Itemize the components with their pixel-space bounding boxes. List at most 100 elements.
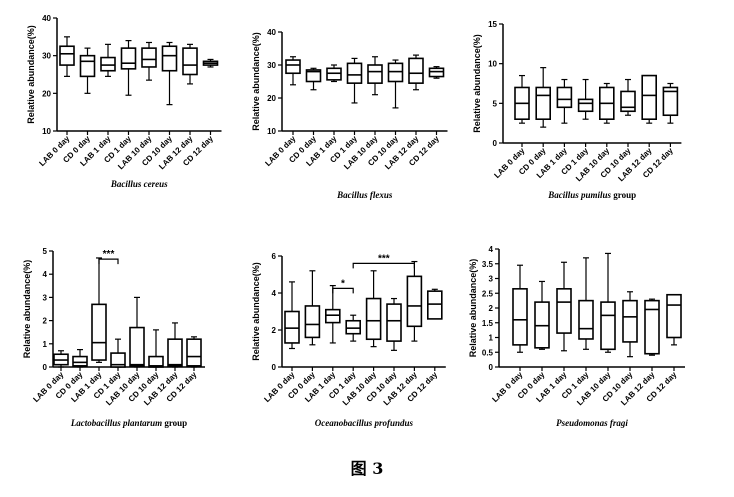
chart-title-suffix: group: [162, 418, 187, 428]
box-iqr: [72, 355, 88, 367]
box-6: [386, 297, 402, 351]
box-iqr: [666, 293, 682, 339]
box-7: [408, 54, 424, 91]
y-axis-label: Relative abundance(%): [251, 262, 261, 361]
significance-label: ***: [378, 253, 390, 264]
box-iqr: [324, 308, 341, 324]
chart-title-species: Bacillus cereus: [110, 179, 168, 189]
box-6: [387, 59, 404, 109]
box-iqr: [345, 319, 362, 335]
y-tick-label: 30: [42, 52, 51, 61]
box-iqr: [167, 338, 183, 367]
y-tick-label: 1.5: [482, 319, 494, 328]
box-1: [59, 36, 75, 77]
y-tick-label: 2.5: [482, 289, 494, 298]
box-2: [72, 349, 88, 368]
y-tick-label: 0: [493, 139, 498, 148]
box-7: [641, 74, 658, 124]
box-7: [167, 322, 183, 368]
y-tick-label: 5: [43, 247, 48, 256]
significance-bracket: [352, 262, 415, 269]
box-iqr: [367, 64, 383, 84]
y-tick-label: 30: [267, 61, 276, 70]
box-8: [662, 82, 679, 124]
y-tick-label: 1: [43, 340, 48, 349]
box-iqr: [406, 275, 423, 328]
significance-label: *: [341, 278, 345, 289]
box-5: [600, 252, 616, 353]
chart-title-species: Oceanobacillus profundus: [315, 418, 414, 428]
box-8: [186, 336, 202, 368]
y-axis-label: Relative abundance(%): [468, 259, 478, 358]
box-iqr: [182, 47, 198, 76]
y-tick-label: 4: [272, 289, 277, 298]
y-tick-label: 2: [43, 317, 48, 326]
box-2: [305, 67, 322, 91]
box-5: [129, 296, 145, 368]
significance-bracket: [332, 287, 354, 294]
y-tick-label: 4: [489, 245, 494, 254]
box-iqr: [161, 45, 178, 72]
box-5: [367, 56, 383, 96]
box-iqr: [428, 67, 445, 78]
box-2: [79, 47, 96, 94]
box-iqr: [408, 57, 424, 84]
box-iqr: [304, 305, 321, 339]
box-iqr: [141, 47, 157, 68]
box-iqr: [186, 338, 202, 367]
y-tick-label: 0: [272, 363, 277, 372]
box-iqr: [556, 86, 573, 109]
box-iqr: [387, 62, 404, 83]
box-iqr: [622, 299, 638, 343]
y-tick-label: 40: [267, 28, 276, 37]
chart-title: Pseudomonas fragi: [556, 418, 628, 428]
box-2: [304, 270, 321, 346]
box-iqr: [110, 352, 126, 368]
chart-title-species: Bacillus pumilus: [547, 190, 611, 200]
box-7: [182, 43, 198, 85]
y-tick-label: 10: [267, 127, 276, 136]
box-8: [666, 293, 682, 346]
box-5: [598, 82, 615, 124]
box-3: [324, 285, 341, 344]
chart-title: Bacillus flexus: [336, 190, 393, 200]
y-tick-label: 6: [272, 252, 277, 261]
y-tick-label: 5: [493, 99, 498, 108]
box-4: [345, 314, 362, 342]
y-tick-label: 10: [42, 127, 51, 136]
box-7: [406, 260, 423, 342]
box-iqr: [305, 69, 322, 83]
box-1: [512, 264, 528, 353]
box-6: [161, 41, 178, 106]
box-4: [120, 39, 137, 96]
box-iqr: [120, 47, 137, 70]
box-iqr: [326, 67, 342, 81]
box-5: [141, 41, 157, 81]
box-4: [346, 57, 363, 104]
chart-title: Oceanobacillus profundus: [315, 418, 414, 428]
box-iqr: [512, 288, 528, 346]
y-tick-label: 0: [489, 363, 494, 372]
box-iqr: [129, 326, 145, 367]
box-3: [100, 43, 116, 77]
chart-title-suffix: group: [611, 190, 636, 200]
box-5: [365, 270, 382, 348]
box-iqr: [91, 303, 107, 361]
box-iqr: [644, 299, 660, 355]
box-iqr: [346, 62, 363, 84]
box-iqr: [386, 303, 402, 342]
box-6: [620, 78, 636, 116]
chart-title-species: Lactobacillus plantarum: [70, 418, 162, 428]
box-iqr: [600, 301, 616, 351]
box-8: [202, 58, 219, 68]
box-iqr: [426, 290, 443, 320]
box-6: [148, 329, 164, 368]
box-iqr: [620, 90, 636, 113]
chart-title: Bacillus cereus: [110, 179, 168, 189]
